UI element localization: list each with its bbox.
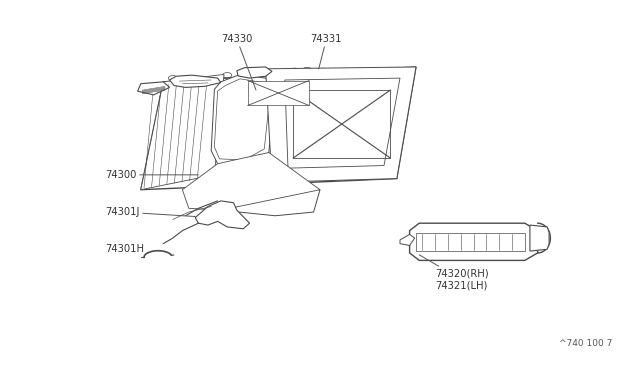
Polygon shape	[141, 67, 416, 190]
Text: 74301H: 74301H	[106, 244, 148, 254]
Text: 74320(RH)
74321(LH): 74320(RH) 74321(LH)	[419, 255, 489, 291]
Polygon shape	[530, 225, 549, 251]
Polygon shape	[141, 74, 224, 190]
Polygon shape	[248, 80, 309, 106]
Polygon shape	[138, 82, 170, 95]
Polygon shape	[182, 153, 320, 210]
Polygon shape	[410, 223, 538, 260]
Polygon shape	[237, 67, 272, 78]
Polygon shape	[221, 184, 320, 216]
Text: 74301J: 74301J	[106, 207, 195, 217]
Polygon shape	[170, 75, 221, 87]
Polygon shape	[266, 67, 416, 182]
Text: ^740 100 7: ^740 100 7	[559, 339, 612, 348]
Text: 74331: 74331	[310, 34, 342, 69]
Text: 74330: 74330	[221, 34, 256, 90]
Polygon shape	[400, 234, 415, 246]
Polygon shape	[285, 78, 400, 168]
Polygon shape	[195, 201, 250, 229]
Polygon shape	[211, 74, 275, 166]
Text: 74300: 74300	[106, 170, 198, 180]
